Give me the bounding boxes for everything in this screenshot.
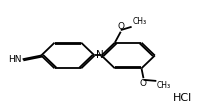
Text: CH₃: CH₃ [133,17,147,26]
Text: HN: HN [8,55,22,64]
Text: HCl: HCl [173,93,192,103]
Text: N: N [96,50,103,60]
Text: O: O [117,22,124,31]
Text: O: O [140,79,147,88]
Text: CH₃: CH₃ [157,81,171,90]
